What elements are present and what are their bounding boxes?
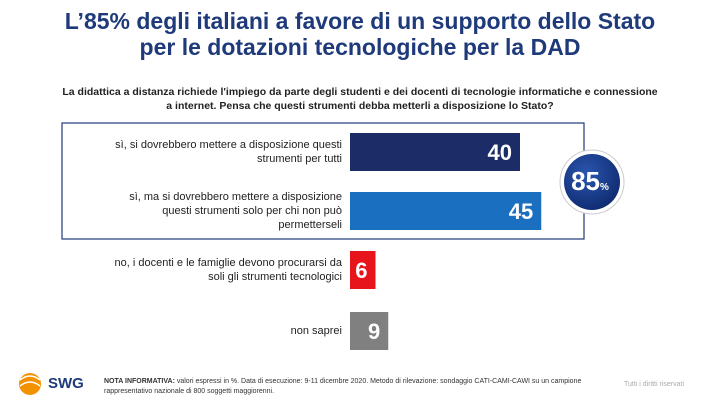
- category-label: sì, ma si dovrebbero mettere a disposizi…: [129, 191, 342, 231]
- note-text: valori espressi in %. Data di esecuzione…: [104, 378, 582, 395]
- category-label-box: sì, si dovrebbero mettere a disposizione…: [115, 139, 342, 165]
- title: L’85% degli italiani a favore di un supp…: [64, 8, 656, 60]
- badge-value: 85: [571, 166, 600, 196]
- value-label: 40: [488, 140, 512, 165]
- category-label-box: non saprei: [290, 325, 342, 337]
- note: NOTA INFORMATIVA: valori espressi in %. …: [104, 377, 594, 397]
- value-label: 9: [368, 319, 380, 344]
- category-label: non saprei: [290, 325, 342, 337]
- badge: [564, 154, 620, 210]
- subtitle: La didattica a distanza richiede l'impie…: [62, 86, 658, 112]
- category-label-box: sì, ma si dovrebbero mettere a disposizi…: [129, 191, 342, 231]
- category-label: no, i docenti e le famiglie devono procu…: [114, 257, 342, 283]
- brand: SWG: [48, 375, 84, 392]
- bar: [350, 312, 389, 350]
- category-label-box: no, i docenti e le famiglie devono procu…: [114, 257, 342, 283]
- value-label: 6: [355, 258, 367, 283]
- logo-mark: [19, 375, 41, 387]
- note-label: NOTA INFORMATIVA:: [104, 378, 175, 385]
- badge-unit: %: [600, 182, 609, 193]
- bar: [350, 251, 376, 289]
- bar: [350, 133, 520, 171]
- bar: [350, 192, 542, 230]
- rights: Tutti i diritti riservati: [623, 381, 684, 388]
- badge-label: 85%: [571, 166, 609, 196]
- category-label: sì, si dovrebbero mettere a disposizione…: [115, 139, 342, 165]
- logo: [19, 373, 41, 395]
- value-label: 45: [509, 199, 533, 224]
